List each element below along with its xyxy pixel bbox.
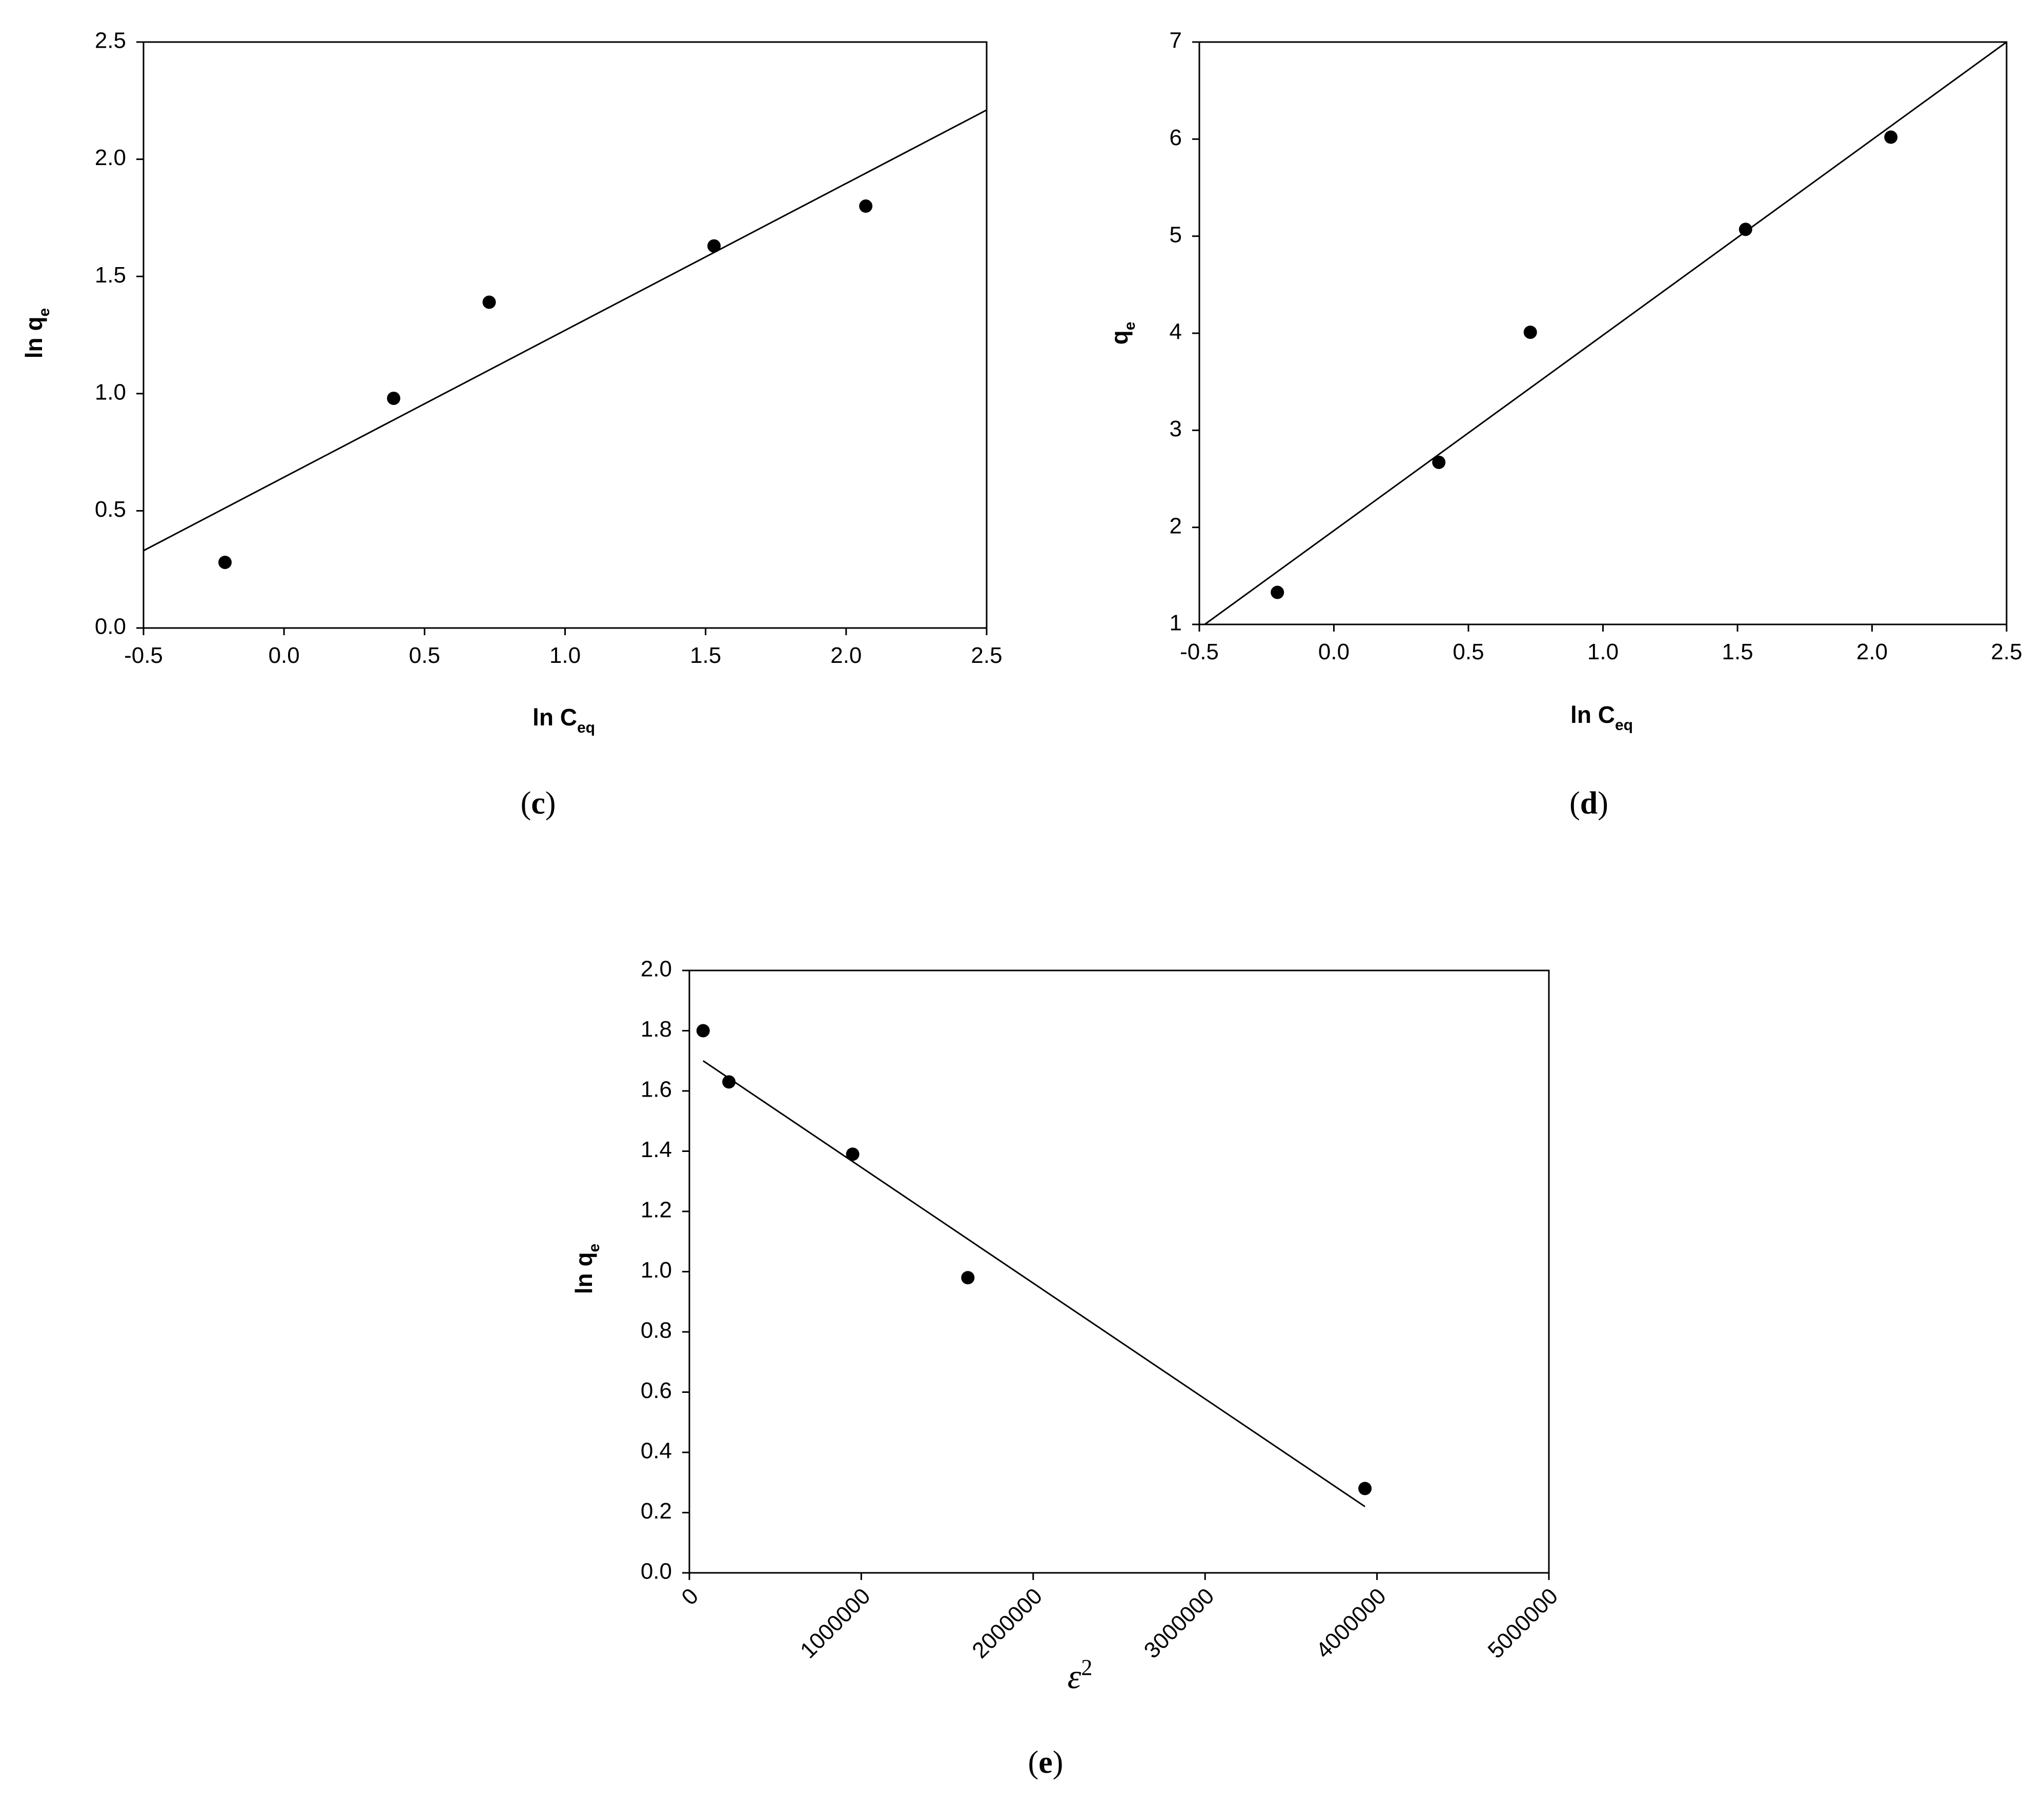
x-tick-label-d: 2.5 bbox=[1991, 639, 2022, 664]
x-tick-label-d: 2.0 bbox=[1856, 639, 1888, 664]
y-tick-label-e: 1.2 bbox=[641, 1198, 672, 1223]
y-tick-label-d: 4 bbox=[1170, 319, 1182, 345]
x-tick-label-e: 4000000 bbox=[1311, 1584, 1391, 1664]
data-point-d bbox=[1884, 130, 1898, 144]
y-tick-label-e: 0.4 bbox=[641, 1439, 672, 1464]
y-axis-title-c: ln qe bbox=[21, 308, 53, 358]
x-tick-label-c: 2.0 bbox=[830, 643, 862, 668]
y-tick-label-e: 0.0 bbox=[641, 1559, 672, 1584]
data-point-d bbox=[1523, 326, 1537, 339]
data-point-c bbox=[482, 295, 496, 309]
y-tick-label-e: 1.4 bbox=[641, 1137, 672, 1162]
data-point-c bbox=[387, 391, 401, 405]
x-tick-label-d: 0.5 bbox=[1453, 639, 1484, 664]
y-tick-label-d: 7 bbox=[1170, 28, 1182, 53]
x-tick-label-d: 1.0 bbox=[1587, 639, 1619, 664]
panel-caption-d: (d) bbox=[1569, 786, 1608, 821]
y-tick-label-c: 1.0 bbox=[95, 379, 126, 404]
y-tick-label-c: 2.5 bbox=[95, 28, 126, 53]
chart-panel-d: -0.5 0.0 0.5 1.0 1.5 2.0 2.5 1 2 3 4 5 6 7 bbox=[1170, 28, 2022, 664]
y-tick-label-e: 0.8 bbox=[641, 1318, 672, 1343]
x-axis-title-d: ln Ceq bbox=[1570, 701, 1633, 734]
fit-line-c bbox=[143, 109, 987, 552]
y-tick-label-c: 2.0 bbox=[95, 145, 126, 170]
x-tick-label-c: 1.0 bbox=[549, 643, 581, 668]
data-point-e bbox=[846, 1147, 860, 1161]
plot-frame-e bbox=[688, 969, 1550, 1574]
fit-line-d bbox=[1204, 41, 2007, 625]
data-point-c bbox=[859, 199, 873, 213]
y-tick-label-c: 0.5 bbox=[95, 497, 126, 522]
x-tick-label-e: 2000000 bbox=[967, 1584, 1047, 1664]
y-tick-label-e: 1.8 bbox=[641, 1017, 672, 1042]
x-tick-label-c: -0.5 bbox=[124, 643, 163, 668]
x-tick-label-c: 0.5 bbox=[409, 643, 440, 668]
y-tick-label-e: 1.0 bbox=[641, 1258, 672, 1283]
x-tick-label-c: 0.0 bbox=[269, 643, 300, 668]
chart-panel-c: -0.5 0.0 0.5 1.0 1.5 2.0 2.5 0.0 0.5 1.0 1.5 2.0 2.5 bbox=[95, 28, 1003, 668]
y-tick-label-e: 1.6 bbox=[641, 1077, 672, 1102]
data-point-c bbox=[218, 555, 232, 569]
data-point-e bbox=[722, 1075, 736, 1089]
x-tick-label-e: 1000000 bbox=[795, 1584, 875, 1664]
data-point-d bbox=[1739, 222, 1752, 236]
x-tick-label-d: 1.5 bbox=[1722, 639, 1753, 664]
y-tick-label-e: 0.2 bbox=[641, 1499, 672, 1524]
y-tick-label-d: 3 bbox=[1170, 416, 1182, 441]
data-point-d bbox=[1432, 455, 1446, 469]
x-tick-label-c: 2.5 bbox=[971, 643, 1002, 668]
y-tick-label-d: 1 bbox=[1170, 611, 1182, 636]
data-point-e bbox=[961, 1271, 975, 1285]
x-tick-label-c: 1.5 bbox=[690, 643, 721, 668]
x-axis-title-e: ε2 bbox=[1068, 1655, 1093, 1696]
x-tick-label-e: 0 bbox=[677, 1584, 703, 1610]
chart-panel-e: 0 1000000 2000000 3000000 4000000 5000000 0.0 0… bbox=[641, 957, 1563, 1664]
panel-caption-c: (c) bbox=[521, 786, 556, 821]
y-tick-label-e: 2.0 bbox=[641, 957, 672, 982]
data-point-e bbox=[696, 1024, 710, 1038]
data-point-d bbox=[1271, 585, 1284, 599]
y-tick-label-c: 1.5 bbox=[95, 262, 126, 288]
x-axis-title-c: ln Ceq bbox=[533, 704, 595, 736]
y-tick-label-c: 0.0 bbox=[95, 614, 126, 639]
y-axis-title-d: qe bbox=[1106, 322, 1138, 345]
y-tick-label-d: 2 bbox=[1170, 513, 1182, 538]
panel-caption-e: (e) bbox=[1028, 1745, 1064, 1780]
y-tick-label-d: 6 bbox=[1170, 125, 1182, 150]
plot-frame-c bbox=[142, 41, 988, 629]
data-point-c bbox=[707, 239, 721, 253]
y-tick-label-e: 0.6 bbox=[641, 1378, 672, 1403]
y-tick-label-d: 5 bbox=[1170, 222, 1182, 247]
x-tick-label-d: -0.5 bbox=[1180, 639, 1219, 664]
fit-line-e bbox=[702, 1060, 1365, 1507]
x-tick-label-e: 5000000 bbox=[1483, 1584, 1563, 1664]
data-point-e bbox=[1358, 1482, 1372, 1495]
x-tick-label-d: 0.0 bbox=[1318, 639, 1350, 664]
y-axis-title-e: ln qe bbox=[570, 1244, 603, 1294]
x-tick-label-e: 3000000 bbox=[1139, 1584, 1219, 1664]
